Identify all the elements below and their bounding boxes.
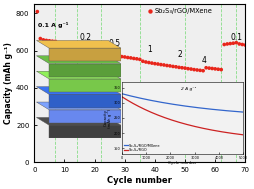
Point bbox=[35, 10, 39, 13]
Point bbox=[189, 67, 193, 70]
Point bbox=[92, 49, 97, 52]
Point bbox=[132, 57, 136, 60]
Point bbox=[174, 65, 178, 68]
Point bbox=[231, 42, 235, 45]
Point bbox=[47, 39, 51, 42]
Point bbox=[156, 63, 160, 66]
Point bbox=[147, 61, 151, 64]
Point bbox=[71, 44, 75, 47]
Point bbox=[41, 38, 45, 41]
Point bbox=[162, 64, 166, 67]
Point bbox=[135, 57, 139, 60]
Point bbox=[165, 64, 169, 67]
Point bbox=[210, 67, 214, 70]
Point bbox=[150, 62, 154, 65]
Point bbox=[186, 67, 190, 70]
Point bbox=[159, 63, 163, 66]
Text: 2: 2 bbox=[178, 50, 182, 59]
Point bbox=[237, 43, 241, 46]
Text: Sb₂S₃/rGO/MXene: Sb₂S₃/rGO/MXene bbox=[155, 8, 213, 14]
Point bbox=[204, 66, 208, 69]
Point bbox=[207, 67, 211, 70]
Point bbox=[225, 43, 229, 46]
Point bbox=[195, 68, 199, 71]
Point bbox=[138, 58, 142, 61]
Point bbox=[201, 69, 205, 72]
Point bbox=[81, 47, 85, 50]
Point bbox=[216, 68, 220, 71]
Point bbox=[108, 53, 112, 56]
Point bbox=[99, 50, 103, 53]
Text: 0.5: 0.5 bbox=[108, 39, 120, 48]
Point bbox=[234, 41, 238, 44]
Point bbox=[105, 52, 109, 55]
Point bbox=[222, 43, 226, 46]
Point bbox=[74, 44, 78, 47]
Point bbox=[102, 51, 106, 54]
Point bbox=[38, 37, 42, 40]
Point bbox=[228, 42, 232, 45]
Point bbox=[56, 41, 60, 44]
Point bbox=[183, 67, 187, 70]
Point bbox=[90, 49, 94, 52]
Text: 1: 1 bbox=[147, 45, 152, 54]
Y-axis label: Capacity (mAh g⁻¹): Capacity (mAh g⁻¹) bbox=[4, 42, 13, 124]
Point bbox=[168, 64, 172, 67]
Point bbox=[117, 54, 121, 57]
Point bbox=[77, 46, 82, 50]
Point bbox=[96, 50, 100, 53]
Point bbox=[84, 48, 88, 51]
Point bbox=[148, 9, 152, 12]
Point bbox=[44, 39, 49, 42]
Point bbox=[213, 67, 217, 70]
Point bbox=[177, 66, 181, 69]
Point bbox=[123, 55, 127, 58]
Point bbox=[240, 43, 244, 46]
Point bbox=[153, 62, 157, 65]
X-axis label: Cycle number: Cycle number bbox=[107, 176, 172, 185]
Text: 0.1: 0.1 bbox=[230, 33, 242, 42]
Point bbox=[53, 40, 57, 43]
Point bbox=[141, 60, 145, 63]
Point bbox=[87, 48, 91, 51]
Point bbox=[68, 43, 72, 46]
Text: 0.2: 0.2 bbox=[80, 33, 91, 42]
Point bbox=[219, 68, 223, 71]
Point bbox=[50, 40, 54, 43]
Text: 0.1 A g⁻¹: 0.1 A g⁻¹ bbox=[38, 22, 68, 28]
Point bbox=[171, 65, 175, 68]
Point bbox=[126, 56, 130, 59]
Text: 4: 4 bbox=[202, 56, 207, 65]
Point bbox=[114, 54, 118, 57]
Point bbox=[198, 69, 202, 72]
Point bbox=[129, 56, 133, 59]
Point bbox=[62, 43, 67, 46]
Point bbox=[111, 53, 115, 57]
Point bbox=[120, 55, 124, 58]
Point bbox=[59, 42, 64, 45]
Point bbox=[180, 66, 184, 69]
Point bbox=[243, 43, 247, 46]
Point bbox=[66, 43, 70, 46]
Point bbox=[144, 60, 148, 64]
Point bbox=[192, 68, 196, 71]
